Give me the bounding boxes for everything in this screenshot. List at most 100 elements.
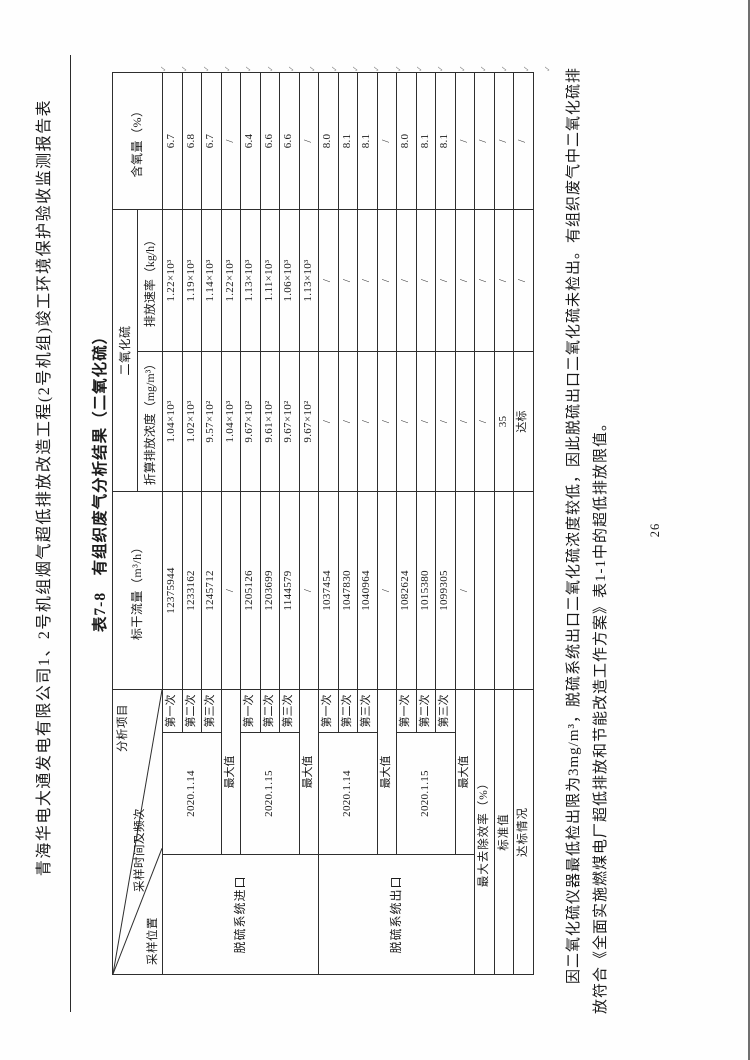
- conc-cell: 1.04×10³: [221, 351, 241, 492]
- table-caption: 表7-8 有组织废气分析结果（二氧化硫）: [92, 327, 109, 633]
- table-row: 最大值 / / / /: [455, 72, 475, 974]
- flow-cell: 1233162: [182, 491, 202, 690]
- rate-cell: /: [396, 209, 416, 352]
- rate-cell: 1.22×10³: [221, 209, 241, 352]
- oxygen-cell: 6.7: [162, 72, 182, 210]
- oxygen-cell: 6.4: [240, 72, 260, 210]
- position-cell-outlet: 脱硫系统出口: [318, 854, 475, 975]
- run-cell: 第二次: [416, 689, 436, 733]
- rate-cell: /: [338, 209, 358, 352]
- document-header-title: 青海华电大通发电有限公司1、2号机组烟气超低排放改造工程(2号机组)竣工环境保护…: [36, 98, 53, 877]
- max-value-cell: 最大值: [455, 689, 475, 855]
- header-flow: 标干流量（m³/h）: [112, 491, 163, 690]
- table-row: 2020.1.15 第一次 1205126 9.67×10² 1.13×10³ …: [240, 72, 299, 974]
- flow-cell: /: [299, 491, 319, 690]
- table-row: 脱硫系统进口 2020.1.14 第一次 12375944 1.04×10³ 1…: [162, 72, 319, 975]
- rate-cell: /: [416, 209, 436, 352]
- oxygen-cell: 6.7: [201, 72, 221, 210]
- table-row: 最大值 / 1.04×10³ 1.22×10³ /: [221, 72, 241, 974]
- run-cell: 第二次: [182, 689, 202, 733]
- check-mark-icon: [352, 62, 360, 72]
- oxygen-cell: 8.0: [396, 72, 416, 210]
- table-row: 最大值 / 9.67×10² 1.13×10³ /: [299, 72, 319, 974]
- header-underline: [70, 55, 71, 1012]
- scan-edge-artifact: [748, 0, 750, 1060]
- date-cell: 2020.1.15: [396, 732, 455, 855]
- rate-cell: /: [455, 209, 475, 352]
- conc-cell: 35: [494, 351, 514, 492]
- rate-cell: 1.14×10³: [201, 209, 221, 352]
- oxygen-cell: 8.1: [357, 72, 377, 210]
- oxygen-cell: /: [299, 72, 319, 210]
- diagonal-label-sampling-position: 采样位置: [146, 917, 159, 965]
- rate-cell: /: [474, 209, 494, 352]
- run-cell: 第二次: [338, 689, 358, 733]
- conc-cell: 9.67×10²: [279, 351, 299, 492]
- oxygen-cell: 6.6: [260, 72, 280, 210]
- run-cell: 第三次: [357, 689, 377, 733]
- check-mark-icon: [480, 62, 488, 72]
- footnote-line-1: 因二氧化硫仪器最低检出限为3mg/m³，脱硫系统出口二氧化硫浓度较低，因此脱硫出…: [566, 66, 582, 984]
- run-cell: 第三次: [201, 689, 221, 733]
- conc-cell: 9.57×10²: [201, 351, 221, 492]
- conc-cell: /: [416, 351, 436, 492]
- flow-cell: 1037454: [318, 491, 338, 690]
- table-row: 最大去除效率（%） / / /: [474, 72, 494, 975]
- table-row: 达标情况 达标 / /: [513, 72, 533, 975]
- oxygen-cell: 8.1: [338, 72, 358, 210]
- check-mark-icon: [160, 62, 168, 72]
- check-mark-icon: [288, 62, 296, 72]
- diagonal-lines: [113, 690, 162, 974]
- conc-cell: /: [357, 351, 377, 492]
- table-row: 2020.1.15 第一次 1082624 / / 8.0: [396, 72, 455, 974]
- date-cell: 2020.1.14: [162, 732, 221, 855]
- flow-cell: /: [221, 491, 241, 690]
- oxygen-cell: /: [377, 72, 397, 210]
- check-mark-icon: [544, 62, 552, 72]
- check-mark-icon: [331, 62, 339, 72]
- oxygen-cell: /: [513, 72, 533, 210]
- header-row-1: 分析项目 采样时间及频次 采样位置 标干流量（m³/h） 二氧化硫 含氧量（%）: [112, 72, 163, 975]
- flow-cell: 1099305: [435, 491, 455, 690]
- flow-cell: 1040964: [357, 491, 377, 690]
- oxygen-cell: /: [455, 72, 475, 210]
- oxygen-cell: /: [474, 72, 494, 210]
- header-rate: 排放速率（kg/h）: [137, 209, 163, 352]
- date-cell: 2020.1.14: [318, 732, 377, 855]
- flow-cell: 1047830: [338, 491, 358, 690]
- conc-cell: 1.02×10³: [182, 351, 202, 492]
- analysis-results-table: 分析项目 采样时间及频次 采样位置 标干流量（m³/h） 二氧化硫 含氧量（%）…: [112, 72, 534, 975]
- flow-cell: [494, 491, 514, 690]
- check-mark-icon: [416, 62, 424, 72]
- check-mark-icon: [459, 62, 467, 72]
- run-cell: 第一次: [162, 689, 182, 733]
- row-label-compliance-status: 达标情况: [513, 689, 533, 975]
- conc-cell: 9.67×10²: [240, 351, 260, 492]
- page-number: 26: [648, 522, 662, 538]
- check-mark-icon: [224, 62, 232, 72]
- header-oxygen: 含氧量（%）: [112, 72, 163, 210]
- run-cell: 第三次: [435, 689, 455, 733]
- conc-cell: 1.04×10³: [162, 351, 182, 492]
- check-mark-icon: [309, 62, 317, 72]
- run-cell: 第三次: [279, 689, 299, 733]
- conc-cell: /: [455, 351, 475, 492]
- oxygen-cell: 8.1: [435, 72, 455, 210]
- row-label-removal-efficiency: 最大去除效率（%）: [474, 689, 494, 975]
- run-cell: 第一次: [396, 689, 416, 733]
- flow-cell: 1015380: [416, 491, 436, 690]
- diagonal-label-sampling-time: 采样时间及频次: [134, 808, 146, 892]
- conc-cell: /: [396, 351, 416, 492]
- rate-cell: 1.19×10³: [182, 209, 202, 352]
- flow-cell: 1205126: [240, 491, 260, 690]
- conc-cell: /: [318, 351, 338, 492]
- conc-cell: 达标: [513, 351, 533, 492]
- flow-cell: 1144579: [279, 491, 299, 690]
- table-row: 最大值 / / / /: [377, 72, 397, 974]
- check-mark-icon: [437, 62, 445, 72]
- run-cell: 第一次: [318, 689, 338, 733]
- check-mark-icon: [373, 62, 381, 72]
- rate-cell: 1.22×10³: [162, 209, 182, 352]
- table-row: 脱硫系统出口 2020.1.14 第一次 1037454 / / 8.0: [318, 72, 475, 975]
